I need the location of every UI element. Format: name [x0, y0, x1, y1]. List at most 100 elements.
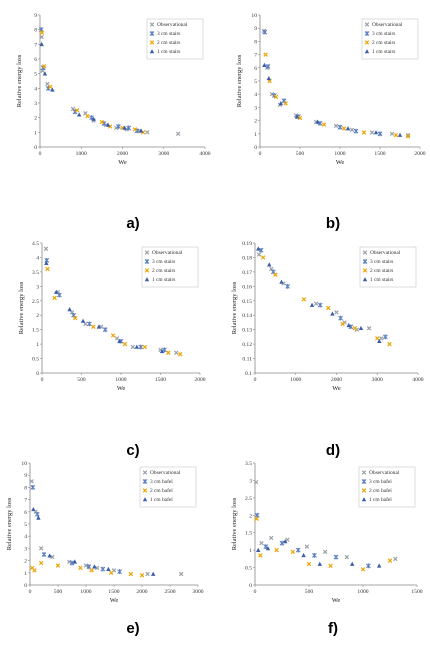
- data-point: [349, 127, 355, 133]
- x-tick-label: 500: [305, 589, 314, 595]
- data-point: [67, 307, 72, 312]
- data-point: [105, 122, 111, 127]
- data-point: [139, 573, 145, 578]
- data-point: [290, 549, 296, 555]
- data-point: [279, 540, 285, 546]
- data-point: [55, 563, 61, 568]
- legend-marker: [361, 470, 367, 475]
- data-point: [115, 124, 121, 129]
- data-point: [132, 127, 138, 132]
- data-point: [134, 344, 139, 349]
- y-tick-label: 2.5: [32, 299, 39, 305]
- data-point: [345, 126, 351, 131]
- y-tick-label: 0.17: [242, 270, 252, 276]
- y-tick-label: 0.5: [245, 566, 252, 572]
- data-point: [96, 324, 102, 329]
- legend-entry: 1 cm stairs: [157, 49, 180, 55]
- y-tick-label: 8: [34, 28, 37, 34]
- data-point: [32, 568, 37, 573]
- data-point: [397, 132, 403, 137]
- legend-entry: 2 cm stairs: [370, 268, 393, 274]
- y-tick-label: 3.5: [32, 270, 39, 276]
- x-tick-label: 1000: [334, 151, 345, 157]
- data-point: [47, 553, 52, 558]
- data-point: [76, 112, 82, 117]
- legend-entry: 3 cm stairs: [157, 31, 180, 37]
- data-point: [94, 565, 100, 571]
- data-point: [377, 338, 382, 344]
- data-point: [48, 84, 53, 90]
- legend-box: [359, 246, 417, 288]
- data-point: [39, 34, 44, 40]
- legend: Observational 3 cm stairs 2 cm stairs 1 cm …: [359, 246, 417, 288]
- y-tick-label: 0: [34, 145, 37, 151]
- series-3: [45, 266, 183, 357]
- y-tick-label: 4: [36, 255, 39, 261]
- data-point: [361, 130, 367, 135]
- legend-marker: [149, 49, 155, 54]
- y-tick-label: 0: [254, 145, 257, 151]
- x-axis-label: We: [118, 159, 127, 166]
- data-point: [333, 123, 339, 129]
- data-point: [265, 64, 271, 69]
- series-1: [29, 479, 184, 577]
- data-point: [321, 122, 327, 127]
- legend-entry: 2 cm stairs: [152, 268, 175, 274]
- legend-marker: [361, 488, 367, 493]
- series-3: [254, 516, 393, 572]
- data-point: [266, 75, 271, 81]
- y-tick-label: 1: [36, 342, 39, 348]
- y-tick-label: 0.12: [242, 342, 252, 348]
- data-point: [369, 130, 375, 135]
- legend-entry: Observational: [369, 470, 400, 476]
- data-point: [306, 561, 312, 567]
- data-point: [297, 115, 303, 121]
- data-point: [295, 547, 301, 553]
- chart-panel-6: 0 0.5 1 1.5 2 2.5 3 3.5 0 500 1000 1500 We Relative e…: [231, 461, 423, 637]
- legend-marker: [144, 268, 150, 273]
- data-point: [78, 565, 83, 571]
- y-tick-label: 8: [254, 39, 257, 45]
- x-tick-label: 3000: [192, 589, 203, 595]
- legend-entry: 2 cm stairs: [372, 40, 395, 46]
- legend: Observational 3 cm stairs 2 cm stairs 1 cm …: [361, 18, 419, 60]
- data-point: [66, 559, 72, 565]
- chart-panel-1: 0 1 2 3 4 5 6 7 8 9 0 1000 2000 3000 4000 We Relative en…: [16, 13, 211, 232]
- y-tick-label: 2.5: [245, 496, 252, 502]
- data-point: [29, 479, 34, 484]
- data-point: [31, 506, 36, 512]
- data-point: [108, 570, 114, 576]
- legend: Observational 3 cm bafel 2 cm bafel 1 cm ba…: [139, 466, 197, 508]
- panel-label: b): [326, 215, 340, 232]
- data-point: [278, 101, 283, 106]
- data-point: [344, 554, 350, 560]
- data-point: [377, 563, 382, 568]
- data-point: [375, 336, 380, 341]
- x-tick-label: 2000: [414, 151, 425, 157]
- y-tick-label: 5: [24, 522, 27, 528]
- series-1: [43, 246, 179, 356]
- legend-marker: [362, 277, 368, 282]
- legend-box: [361, 18, 419, 60]
- data-point: [330, 311, 335, 316]
- y-tick-label: 2: [36, 313, 39, 319]
- y-tick-label: 9: [34, 13, 37, 19]
- legend-entry: 1 cm bafel: [369, 496, 392, 503]
- x-axis-label: We: [332, 597, 341, 604]
- x-tick-label: 1000: [80, 589, 91, 595]
- y-tick-label: 2: [249, 513, 252, 519]
- series-1: [261, 28, 411, 138]
- data-point: [69, 560, 75, 566]
- data-point: [159, 348, 165, 354]
- data-point: [262, 29, 268, 35]
- legend-box: [141, 246, 199, 288]
- y-tick-label: 0.1: [245, 371, 252, 377]
- y-tick-label: 1.5: [32, 328, 39, 334]
- x-tick-label: 1000: [76, 151, 87, 157]
- data-point: [178, 571, 184, 577]
- data-point: [269, 91, 275, 97]
- data-point: [34, 511, 40, 517]
- data-point: [283, 539, 288, 544]
